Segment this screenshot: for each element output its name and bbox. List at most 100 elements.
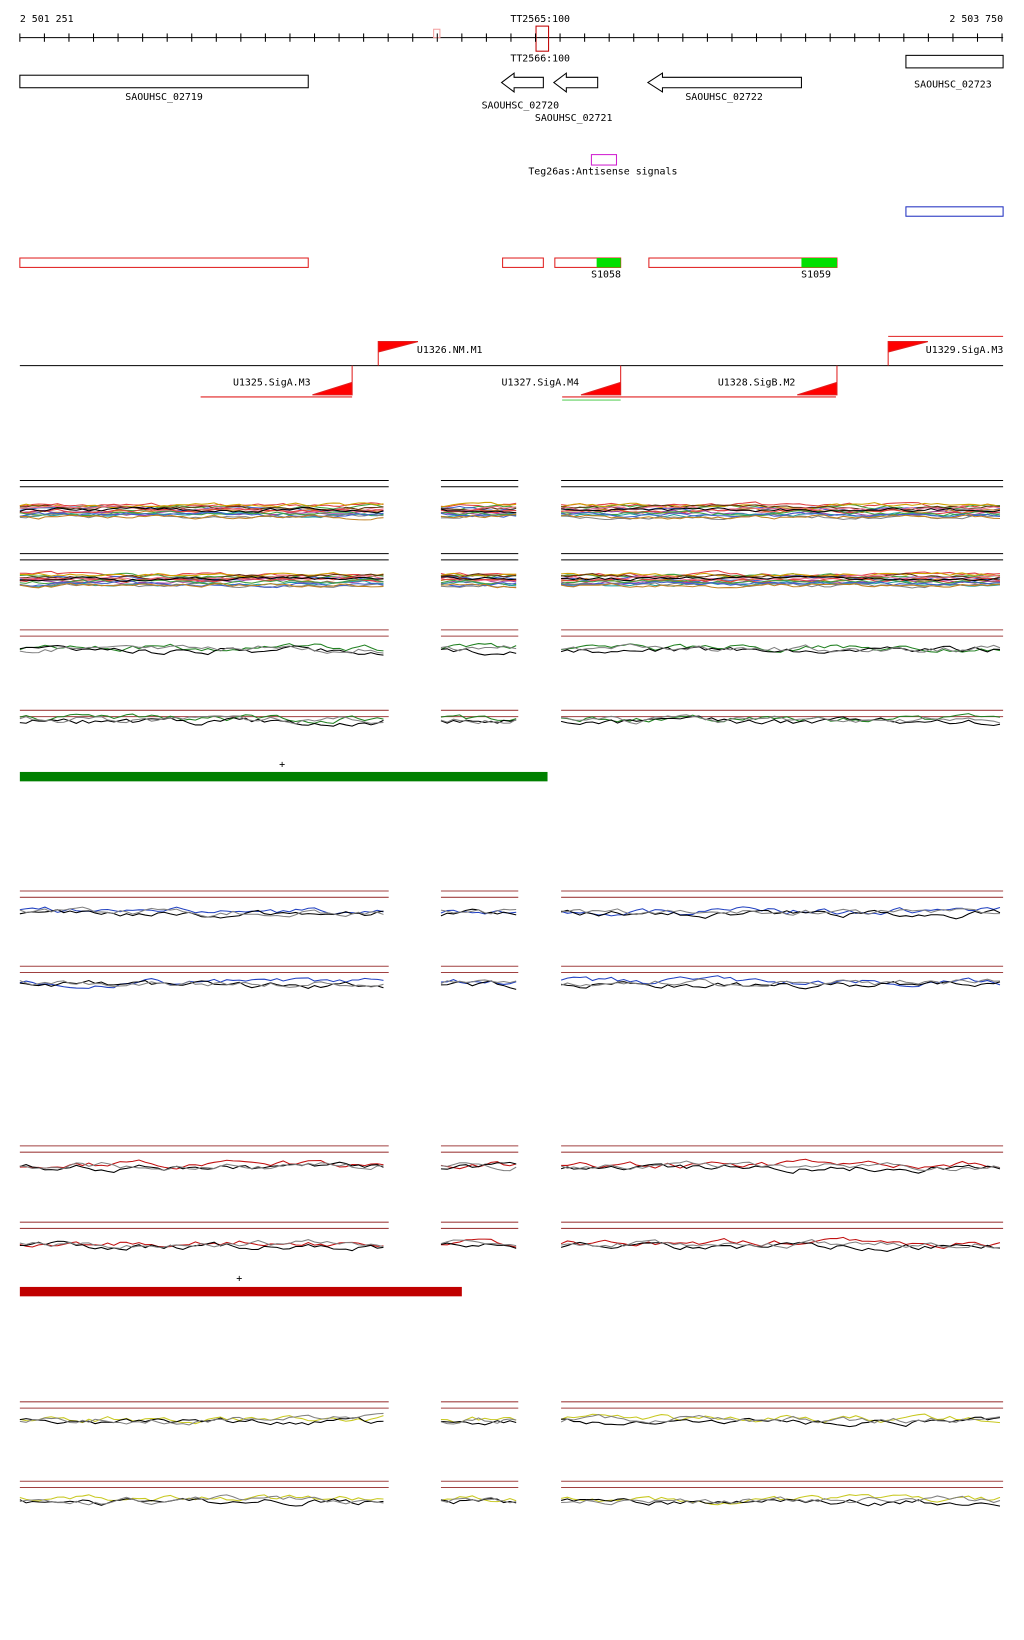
trace [561, 1416, 1001, 1428]
trace [561, 509, 1000, 517]
trace [19, 514, 384, 521]
trace [440, 573, 517, 578]
expression-tracks [19, 33, 1004, 1507]
gene-label: SAOUHSC_02722 [685, 92, 763, 103]
promoter-flag [580, 365, 622, 396]
trace [440, 979, 517, 985]
trace [440, 1417, 517, 1425]
trace [19, 1412, 384, 1426]
trace [560, 505, 1001, 512]
trace [561, 714, 1001, 725]
trace [440, 1420, 517, 1426]
trace [561, 1495, 1001, 1506]
trace [560, 645, 1000, 654]
trace [440, 511, 517, 516]
trace [19, 715, 384, 725]
trace [560, 1241, 1000, 1252]
trace [560, 1160, 1001, 1172]
trace [561, 1494, 1001, 1506]
trace [560, 580, 1000, 587]
trace [561, 504, 1000, 511]
trace [560, 1498, 1001, 1507]
promoter-flag [797, 365, 838, 396]
trace [561, 579, 1000, 585]
trace [440, 572, 517, 577]
trace [19, 580, 384, 589]
trace [19, 980, 384, 988]
trace [440, 513, 517, 519]
promoter-label: U1328.SigB.M2 [718, 377, 796, 388]
trace [440, 980, 517, 990]
trace [19, 906, 384, 916]
trace [19, 505, 384, 513]
condition-bar [19, 1286, 462, 1297]
trace [561, 582, 1001, 589]
gene-label: SAOUHSC_02720 [482, 101, 560, 112]
antisense-box [590, 154, 618, 166]
marker-box [535, 25, 550, 52]
segment [19, 257, 309, 268]
trace [440, 1496, 517, 1504]
segment [502, 257, 544, 268]
condition-marker: + [279, 760, 285, 771]
trace [19, 909, 384, 919]
trace [440, 582, 517, 588]
trace [440, 719, 517, 724]
condition-bar [19, 771, 548, 782]
segments [19, 257, 838, 268]
trace [561, 507, 1001, 513]
ruler-marker: TT2565:100 [510, 14, 570, 25]
gene [500, 72, 544, 93]
trace [440, 579, 517, 586]
trace [19, 503, 384, 512]
genes [19, 54, 1004, 93]
trace [19, 906, 384, 918]
trace [440, 512, 517, 518]
trace [19, 1161, 384, 1173]
trace [560, 1414, 1001, 1424]
trace [440, 502, 517, 508]
trace [561, 501, 1001, 510]
trace [440, 509, 517, 514]
trace [19, 643, 384, 652]
trace [440, 501, 517, 508]
trace [19, 977, 384, 989]
ruler-marker: TT2566:100 [510, 53, 570, 64]
gene-label: SAOUHSC_02719 [125, 92, 203, 103]
ruler-end: 2 503 750 [949, 14, 1003, 25]
segment-label: S1058 [591, 270, 621, 281]
gene [19, 74, 309, 89]
trace [440, 1242, 517, 1249]
trace [19, 1161, 384, 1172]
trace [19, 1494, 384, 1506]
trace [561, 1158, 1001, 1170]
trace [440, 577, 517, 582]
promoter-track [19, 335, 1004, 401]
trace [561, 643, 1001, 653]
trace [440, 576, 517, 581]
trace [440, 908, 517, 915]
gene [905, 54, 1004, 69]
trace [440, 1162, 517, 1172]
segment-label: S1059 [801, 270, 831, 281]
promoter-label: U1327.SigA.M4 [502, 377, 580, 388]
gene-label: SAOUHSC_02723 [914, 80, 992, 91]
trace [440, 645, 517, 652]
trace [19, 713, 384, 724]
trace [19, 1239, 384, 1249]
trace [440, 648, 517, 656]
trace [19, 506, 384, 514]
ruler-start: 2 501 251 [20, 14, 74, 25]
trace [560, 1413, 1001, 1424]
trace [440, 1161, 517, 1170]
promoter-flag [887, 341, 929, 366]
trace [440, 979, 517, 984]
gene-label: SAOUHSC_02721 [535, 113, 613, 124]
trace [19, 1494, 384, 1502]
trace [561, 572, 1001, 578]
trace [560, 715, 1001, 726]
trace [19, 645, 384, 656]
trace [560, 511, 1001, 518]
trace [19, 578, 384, 585]
gene [552, 72, 599, 93]
